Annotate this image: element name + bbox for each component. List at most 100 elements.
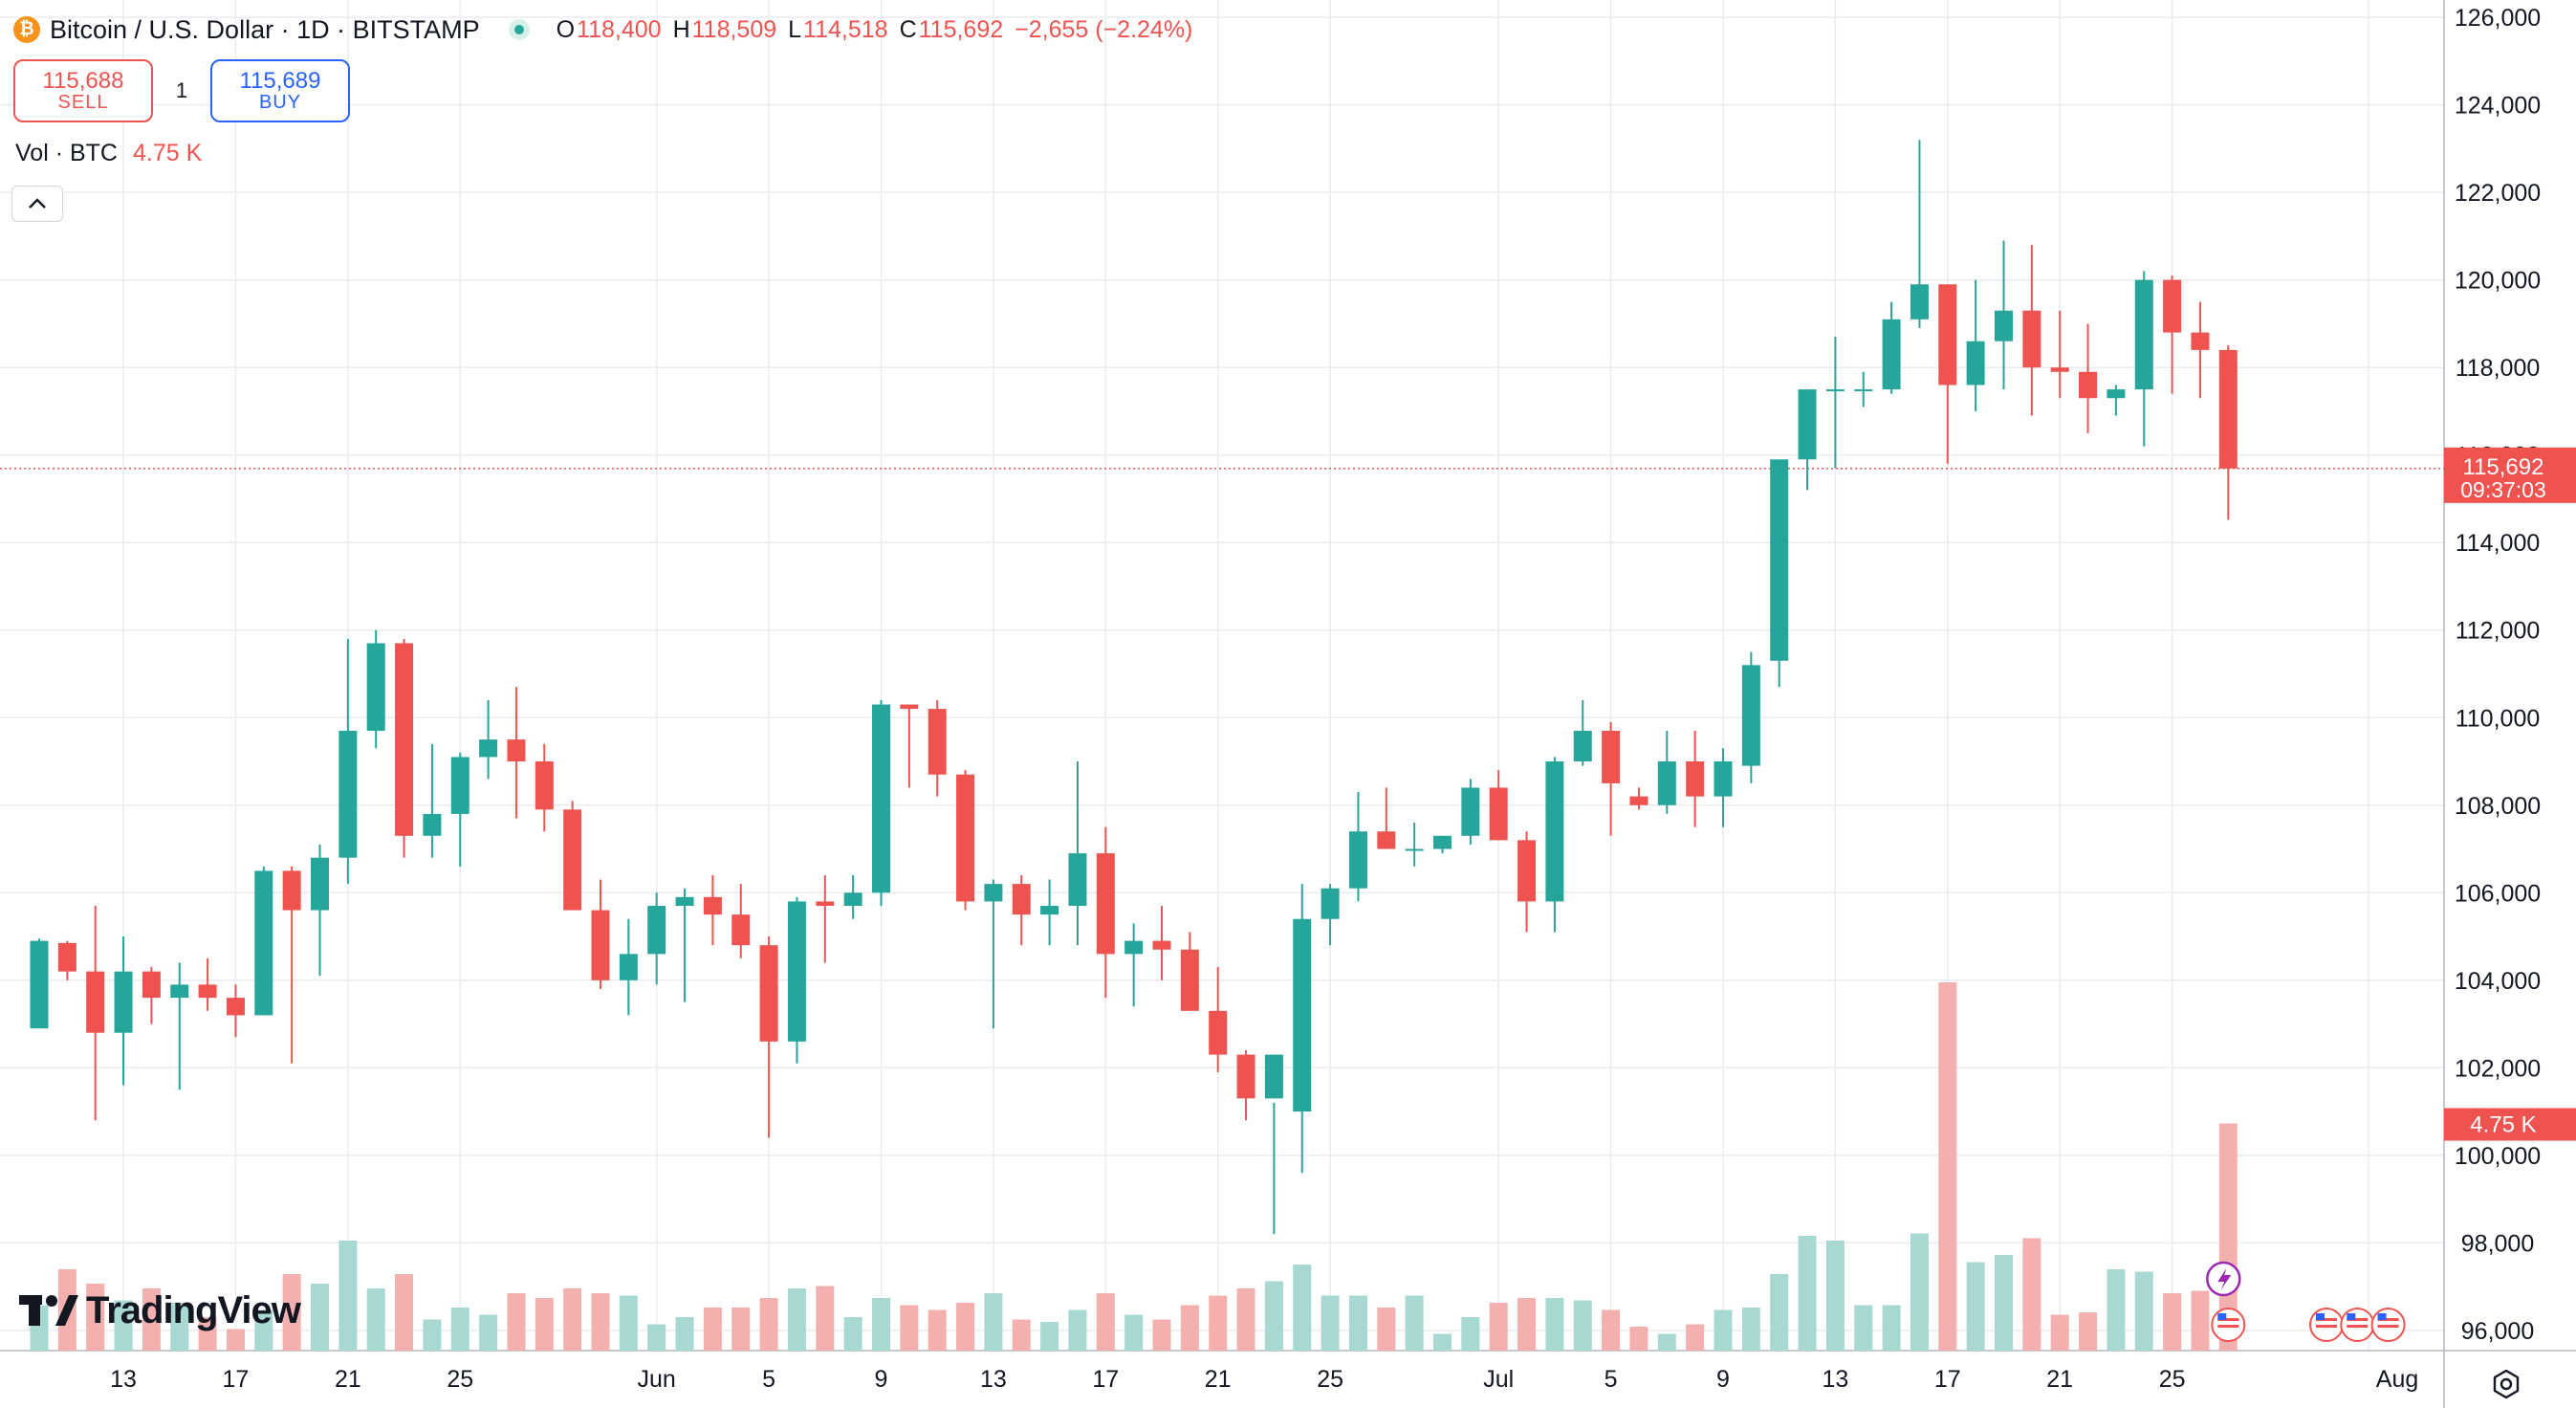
volume-bar — [1152, 1319, 1171, 1351]
volume-bar — [1236, 1288, 1255, 1351]
candle-body — [1040, 906, 1059, 915]
market-status-icon[interactable] — [508, 19, 530, 40]
flag-stripe — [2217, 1318, 2239, 1321]
tradingview-logo[interactable]: TradingView — [19, 1289, 301, 1332]
volume-bar — [1012, 1319, 1031, 1351]
axis-labels: 96,000 98,000 100,000 102,000 104,000 106,000… — [110, 5, 2576, 1393]
volume-bar — [1209, 1295, 1228, 1351]
volume-bar — [226, 1329, 245, 1351]
candle-body — [1770, 459, 1789, 661]
volume-bar — [1377, 1308, 1396, 1351]
x-tick-label: 17 — [1092, 1366, 1119, 1393]
volume-bar — [1629, 1327, 1648, 1351]
candle-body — [563, 809, 582, 911]
volume-bar — [198, 1317, 217, 1351]
volume-bar — [900, 1305, 919, 1351]
candle-body — [423, 813, 442, 836]
candle-body — [2107, 389, 2126, 399]
volume-bar — [254, 1309, 273, 1351]
volume-bar — [675, 1317, 694, 1351]
open-value: 118,400 — [577, 15, 662, 43]
x-tick-label: Jul — [1483, 1366, 1514, 1393]
lightning-glyph — [2217, 1268, 2232, 1290]
volume-bar — [759, 1298, 778, 1351]
volume-bar — [1966, 1262, 1985, 1351]
candle-body — [1236, 1054, 1255, 1099]
candle-body — [2134, 279, 2153, 390]
x-tick-label: 5 — [762, 1366, 775, 1393]
candle-body — [1068, 853, 1087, 907]
candle-body — [731, 914, 751, 946]
buy-button[interactable]: 115,689 BUY — [210, 59, 350, 122]
volume-bar — [2022, 1238, 2041, 1351]
volume-bar — [311, 1284, 329, 1351]
volume-bar — [1657, 1333, 1676, 1351]
candle-body — [2022, 310, 2041, 368]
candle-body — [198, 984, 217, 999]
candle-body — [57, 942, 76, 972]
countdown-label: 09:37:03 — [2460, 477, 2546, 502]
volume-bar — [366, 1288, 385, 1351]
y-tick-label: 108,000 — [2455, 793, 2541, 820]
candle-body — [1209, 1010, 1228, 1055]
volume-bar — [1995, 1255, 2013, 1351]
volume-bar — [2134, 1271, 2153, 1351]
volume-bar — [395, 1274, 414, 1351]
y-tick-label: 114,000 — [2456, 530, 2541, 557]
volume-legend[interactable]: Vol · BTC 4.75 K — [15, 140, 202, 167]
bitcoin-icon: ₿ — [13, 16, 40, 43]
volume-bar — [872, 1298, 890, 1351]
candle-body — [1517, 840, 1537, 902]
candle-body — [1825, 389, 1845, 392]
chart-settings-button[interactable] — [2484, 1362, 2528, 1406]
candle-body — [338, 730, 358, 858]
sell-button[interactable]: 115,688 SELL — [13, 59, 153, 122]
grid-lines — [0, 0, 2444, 1351]
volume-bar — [1348, 1295, 1367, 1351]
candle-body — [1405, 848, 1424, 851]
collapse-legend-button[interactable] — [11, 186, 63, 222]
low-value: 114,518 — [803, 15, 888, 43]
volume-bar — [86, 1284, 105, 1351]
volume-bar — [647, 1324, 666, 1351]
volume-bar — [1770, 1274, 1789, 1351]
candle-body — [86, 971, 105, 1033]
candle-body — [900, 704, 919, 710]
y-tick-label: 104,000 — [2455, 968, 2541, 995]
ohlc-values: O 118,400 H 118,509 L 114,518 C 115,692 −2,6… — [557, 16, 1205, 44]
volume-label: Vol · BTC — [15, 140, 118, 166]
x-tick-label: 25 — [1317, 1366, 1343, 1393]
flag-stripe — [2377, 1318, 2399, 1321]
volume-bar — [1882, 1305, 1901, 1351]
current-price-tag — [2444, 447, 2576, 503]
symbol-title[interactable]: Bitcoin / U.S. Dollar · 1D · BITSTAMP — [50, 14, 480, 44]
flag-stripe — [2316, 1325, 2338, 1328]
candle-body — [675, 896, 694, 907]
volume-bar — [731, 1308, 751, 1351]
event-markers — [2206, 1261, 2406, 1342]
candle-body — [395, 643, 414, 836]
y-tick-label: 122,000 — [2455, 180, 2541, 207]
volume-bar — [1321, 1295, 1340, 1351]
candle-body — [507, 739, 526, 762]
x-tick-label: 25 — [447, 1366, 473, 1393]
candle-body — [1180, 949, 1199, 1011]
volume-bar — [1461, 1317, 1480, 1351]
volume-bar — [1489, 1303, 1508, 1351]
high-value: 118,509 — [691, 15, 777, 43]
volume-bar — [2107, 1269, 2126, 1351]
candle-body — [2218, 349, 2238, 469]
flag-stripe — [2217, 1325, 2239, 1328]
x-tick-label: 25 — [2159, 1366, 2186, 1393]
x-tick-label: Aug — [2376, 1366, 2418, 1393]
candle-body — [1910, 284, 1929, 319]
y-tick-label: 106,000 — [2455, 880, 2541, 907]
x-tick-label: 21 — [1205, 1366, 1232, 1393]
high-label: H — [672, 15, 690, 43]
x-tick-label: 9 — [875, 1366, 888, 1393]
buy-price: 115,689 — [239, 67, 321, 94]
volume-bar — [1405, 1295, 1424, 1351]
candle-body — [479, 739, 498, 758]
volume-bar — [563, 1288, 582, 1351]
